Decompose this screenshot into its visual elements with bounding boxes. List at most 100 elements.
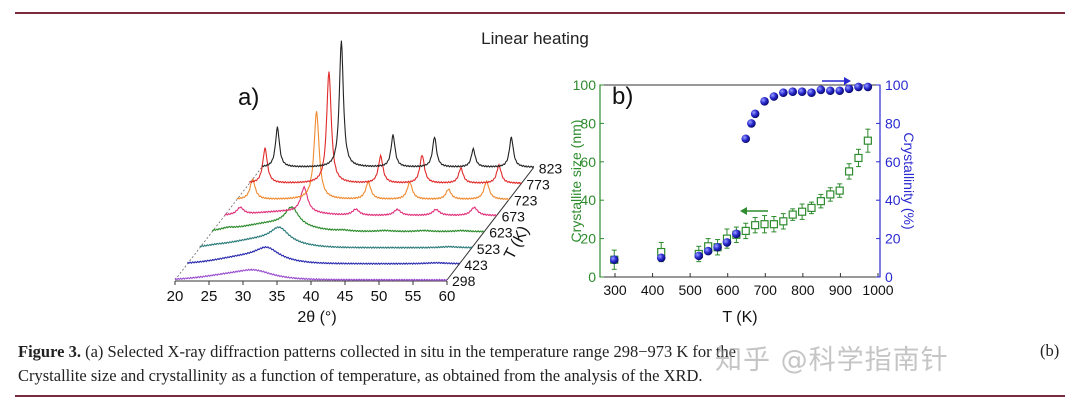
y-tick-label: 60 xyxy=(580,154,596,170)
size-point xyxy=(751,221,760,230)
x-tick-label: 50 xyxy=(371,288,388,305)
crystallinity-point xyxy=(760,97,769,106)
y-tick-label: 20 xyxy=(580,231,596,247)
size-point xyxy=(741,226,750,236)
x-tick-label: 40 xyxy=(303,288,320,305)
crystallinity-arrow-head xyxy=(844,77,851,85)
crystallinity-point xyxy=(835,86,844,96)
y2-tick-label: 0 xyxy=(885,269,893,285)
x-tick-label: 600 xyxy=(716,282,740,298)
xrd-trace-298 xyxy=(174,268,448,282)
temperature-label-298: 298 xyxy=(452,273,476,289)
x-tick-label: 35 xyxy=(269,288,286,305)
crystallinity-point xyxy=(788,87,798,97)
right-depth-axis xyxy=(446,166,535,281)
y2-tick-label: 60 xyxy=(885,154,901,170)
temperature-label-523: 523 xyxy=(477,241,501,257)
size-point xyxy=(798,207,807,216)
size-point xyxy=(835,186,844,195)
caption-label: Figure 3. xyxy=(18,342,81,361)
size-point xyxy=(863,136,872,145)
panel-a-xlabel: 2θ (°) xyxy=(297,309,336,326)
x-tick-label: 800 xyxy=(791,282,815,298)
temperature-label-723: 723 xyxy=(514,193,538,209)
x-tick-label: 45 xyxy=(337,288,354,305)
x-tick-label: 900 xyxy=(829,282,853,298)
panel-b-y2label: Crystallinity (%) xyxy=(901,132,917,229)
size-point xyxy=(816,197,825,206)
crystallinity-point xyxy=(656,253,666,263)
x-tick-label: 500 xyxy=(678,282,702,298)
crystallinity-point xyxy=(703,246,713,256)
plot-frame xyxy=(599,84,881,278)
xrd-trace-623 xyxy=(211,206,485,233)
temperature-label-773: 773 xyxy=(526,176,550,192)
x-tick-label: 25 xyxy=(201,288,218,305)
crystallinity-point xyxy=(844,84,854,94)
y2-tick-label: 40 xyxy=(885,192,901,208)
size-point xyxy=(826,190,835,199)
x-tick-label: 400 xyxy=(641,282,665,298)
y-tick-label: 40 xyxy=(580,192,596,208)
crystallinity-point xyxy=(854,82,863,92)
panel-b-ylabel: Crystallite size (nm) xyxy=(568,120,584,243)
size-point xyxy=(769,220,779,229)
panel-b-size-crystallinity: b) T (K) Crystallite size (nm) Crystalli… xyxy=(568,77,917,326)
size-point xyxy=(844,167,854,176)
caption-line-2: Crystallite size and crystallinity as a … xyxy=(18,366,703,385)
bottom-rule xyxy=(15,395,1065,397)
crystallinity-point xyxy=(797,87,807,97)
caption-b-label: (b) xyxy=(1040,341,1060,360)
x-tick-label: 700 xyxy=(754,282,778,298)
size-arrow-head xyxy=(740,207,747,215)
caption-line-1: Figure 3. (a) Selected X-ray diffraction… xyxy=(18,342,736,362)
y-tick-label: 80 xyxy=(580,115,596,131)
crystallinity-point xyxy=(769,92,779,101)
temperature-label-823: 823 xyxy=(539,160,563,176)
caption-text-1: (a) Selected X-ray diffraction patterns … xyxy=(85,342,736,361)
size-point xyxy=(779,217,788,226)
crystallinity-point xyxy=(713,242,722,252)
y-tick-label: 100 xyxy=(573,77,597,93)
crystallinity-point xyxy=(694,251,704,261)
temperature-label-423: 423 xyxy=(464,257,488,273)
x-tick-label: 60 xyxy=(439,288,456,305)
crystallinity-point xyxy=(741,134,751,144)
watermark: 知乎 @科学指南针 xyxy=(715,345,949,376)
crystallinity-point xyxy=(722,238,732,247)
xrd-trace-523 xyxy=(199,226,473,250)
crystallinity-point xyxy=(750,109,760,119)
x-tick-label: 30 xyxy=(235,288,252,305)
size-point xyxy=(788,210,797,219)
figure-title: Linear heating xyxy=(481,29,589,48)
y-tick-label: 0 xyxy=(588,269,596,285)
crystallinity-point xyxy=(807,88,816,97)
crystallinity-point xyxy=(609,255,619,265)
x-tick-label: 20 xyxy=(167,288,184,305)
xrd-trace-673 xyxy=(224,185,497,217)
panel-b-label: b) xyxy=(612,83,633,110)
xrd-trace-723 xyxy=(236,111,510,201)
top-rule xyxy=(15,12,1065,14)
figure-3: Linear heating a) 2θ (°) T (K) 20 25 30 35 4… xyxy=(167,29,917,326)
y2-tick-label: 80 xyxy=(885,115,901,131)
y2-tick-label: 100 xyxy=(885,77,909,93)
crystallinity-point xyxy=(779,88,788,97)
x-tick-label: 55 xyxy=(405,288,422,305)
temperature-label-673: 673 xyxy=(502,209,526,225)
temperature-label-623: 623 xyxy=(489,225,513,241)
crystallinity-point xyxy=(747,119,756,128)
crystallinity-point xyxy=(825,86,835,96)
xrd-trace-773 xyxy=(248,71,522,185)
panel-b-xlabel: T (K) xyxy=(722,309,757,326)
y2-tick-label: 20 xyxy=(885,231,901,247)
crystallinity-point xyxy=(816,85,826,95)
x-tick-label: 1000 xyxy=(862,282,893,298)
xrd-trace-823 xyxy=(261,40,534,169)
size-point xyxy=(807,203,816,212)
size-point xyxy=(854,153,863,163)
size-point xyxy=(760,220,769,229)
panel-a-label: a) xyxy=(238,84,259,111)
crystallinity-point xyxy=(732,229,741,239)
